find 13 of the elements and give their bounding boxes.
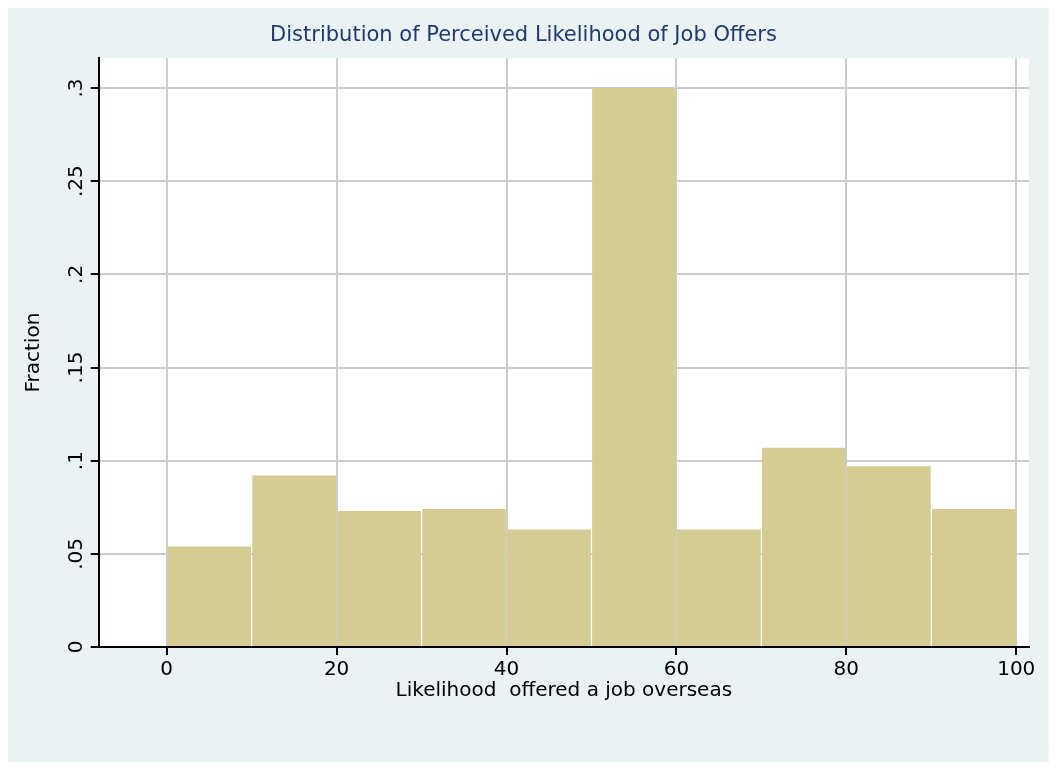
y-tick-label: 0	[62, 640, 87, 654]
y-tick-label: .05	[62, 537, 87, 570]
y-tick-label: .15	[62, 351, 87, 384]
y-tick-label: .3	[62, 78, 87, 98]
x-tick-label: 80	[833, 656, 860, 681]
y-tick-label: .2	[62, 264, 87, 284]
chart-title: Distribution of Perceived Likelihood of Job Offers	[270, 22, 777, 47]
x-tick-label: 100	[997, 656, 1036, 681]
y-axis-title: Fraction	[20, 312, 45, 393]
y-tick-label: .25	[62, 165, 87, 198]
y-tick-label: .1	[62, 451, 87, 471]
x-tick-label: 20	[323, 656, 350, 681]
x-tick-label: 0	[160, 656, 174, 681]
